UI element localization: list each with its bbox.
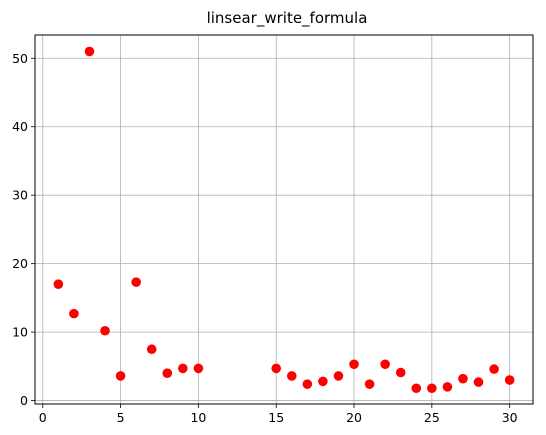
chart-title: linsear_write_formula (207, 9, 368, 28)
data-point (349, 359, 359, 370)
data-point (473, 377, 484, 387)
plot-frame (34, 34, 534, 405)
x-tick-label: 10 (190, 410, 206, 425)
data-point (333, 371, 344, 381)
y-tick-label: 40 (12, 119, 28, 134)
x-axis: 0 5 10 15 20 25 30 (39, 404, 518, 425)
data-point (146, 344, 157, 355)
data-point (286, 371, 297, 381)
data-point (193, 363, 204, 374)
data-point (302, 379, 313, 389)
data-point (380, 359, 390, 370)
data-point (458, 373, 468, 384)
data-point (84, 46, 95, 57)
data-point (100, 325, 110, 336)
grid-lines (35, 35, 533, 404)
y-tick-label: 20 (12, 256, 28, 271)
data-point (411, 383, 422, 394)
x-tick-label: 0 (39, 410, 47, 425)
y-tick-label: 50 (12, 51, 28, 66)
data-point (442, 382, 453, 392)
y-tick-label: 30 (12, 188, 28, 203)
data-point (427, 383, 437, 394)
data-point (53, 279, 64, 289)
y-axis: 0 10 20 30 40 50 (12, 51, 35, 408)
x-tick-label: 20 (346, 410, 362, 425)
data-point (504, 375, 515, 385)
x-tick-label: 25 (424, 410, 440, 425)
data-point (318, 376, 328, 387)
data-point (69, 308, 79, 319)
data-point (162, 368, 173, 378)
data-point (489, 364, 499, 374)
data-point (364, 379, 375, 389)
y-tick-label: 10 (12, 325, 28, 340)
x-tick-label: 5 (117, 410, 125, 425)
data-point (131, 277, 141, 287)
y-tick-label: 0 (20, 393, 28, 408)
x-tick-label: 30 (502, 410, 518, 425)
x-tick-label: 15 (268, 410, 284, 425)
data-point (115, 371, 126, 381)
data-point (178, 363, 188, 374)
data-points (53, 46, 515, 394)
data-point (271, 363, 282, 374)
data-point (395, 367, 406, 378)
